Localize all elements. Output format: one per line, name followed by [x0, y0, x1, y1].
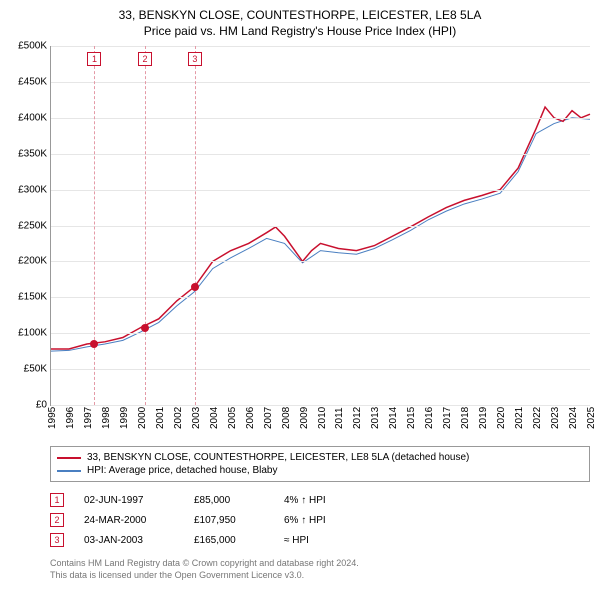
- x-axis-label: 2017: [442, 407, 453, 429]
- x-axis-label: 2013: [370, 407, 381, 429]
- x-axis-label: 2022: [532, 407, 543, 429]
- sale-price: £85,000: [194, 495, 264, 506]
- sale-marker-box: 2: [138, 52, 152, 66]
- series-line: [51, 107, 590, 349]
- y-axis-label: £150K: [18, 292, 51, 303]
- x-axis-label: 2002: [173, 407, 184, 429]
- sale-row-marker: 1: [50, 493, 64, 507]
- sale-vline: [94, 46, 95, 405]
- y-axis-label: £400K: [18, 112, 51, 123]
- x-axis-label: 2024: [568, 407, 579, 429]
- chart-container: 33, BENSKYN CLOSE, COUNTESTHORPE, LEICES…: [0, 0, 600, 590]
- x-axis-label: 2012: [352, 407, 363, 429]
- x-axis-label: 2011: [334, 407, 345, 429]
- sale-price: £165,000: [194, 535, 264, 546]
- legend-label: HPI: Average price, detached house, Blab…: [87, 465, 278, 476]
- sale-vline: [195, 46, 196, 405]
- x-axis-label: 1996: [65, 407, 76, 429]
- x-axis-label: 2016: [424, 407, 435, 429]
- footnote: Contains HM Land Registry data © Crown c…: [50, 558, 590, 581]
- sale-diff: 6% ↑ HPI: [284, 515, 364, 526]
- sale-date: 02-JUN-1997: [84, 495, 174, 506]
- y-axis-label: £50K: [24, 364, 51, 375]
- x-axis-label: 2007: [263, 407, 274, 429]
- x-axis-label: 2005: [227, 407, 238, 429]
- x-axis-label: 2015: [406, 407, 417, 429]
- y-axis-label: £250K: [18, 220, 51, 231]
- gridline: [51, 226, 590, 227]
- footnote-line1: Contains HM Land Registry data © Crown c…: [50, 558, 590, 570]
- gridline: [51, 154, 590, 155]
- sales-table: 1 02-JUN-1997 £85,000 4% ↑ HPI 2 24-MAR-2000 £…: [50, 490, 590, 550]
- x-axis-label: 2023: [550, 407, 561, 429]
- gridline: [51, 46, 590, 47]
- y-axis-label: £200K: [18, 256, 51, 267]
- x-axis-label: 2006: [245, 407, 256, 429]
- sale-row: 1 02-JUN-1997 £85,000 4% ↑ HPI: [50, 490, 590, 510]
- gridline: [51, 369, 590, 370]
- y-axis-label: £100K: [18, 328, 51, 339]
- sale-date: 03-JAN-2003: [84, 535, 174, 546]
- footnote-line2: This data is licensed under the Open Gov…: [50, 570, 590, 582]
- x-axis-label: 1995: [47, 407, 58, 429]
- sale-diff: ≈ HPI: [284, 535, 364, 546]
- sale-row-marker: 2: [50, 513, 64, 527]
- sale-row-marker: 3: [50, 533, 64, 547]
- y-axis-label: £300K: [18, 184, 51, 195]
- sale-marker-box: 3: [188, 52, 202, 66]
- sale-dot: [90, 340, 98, 348]
- x-axis-label: 2021: [514, 407, 525, 429]
- sale-dot: [141, 324, 149, 332]
- x-axis-label: 2004: [209, 407, 220, 429]
- sale-vline: [145, 46, 146, 405]
- title-block: 33, BENSKYN CLOSE, COUNTESTHORPE, LEICES…: [0, 0, 600, 42]
- x-axis-label: 2019: [478, 407, 489, 429]
- x-axis-label: 2018: [460, 407, 471, 429]
- x-axis-label: 2001: [155, 407, 166, 429]
- legend-row: 33, BENSKYN CLOSE, COUNTESTHORPE, LEICES…: [57, 451, 583, 464]
- sale-diff: 4% ↑ HPI: [284, 495, 364, 506]
- sale-dot: [191, 283, 199, 291]
- legend-swatch: [57, 457, 81, 459]
- x-axis-label: 2009: [299, 407, 310, 429]
- sale-marker-box: 1: [87, 52, 101, 66]
- gridline: [51, 261, 590, 262]
- y-axis-label: £450K: [18, 76, 51, 87]
- gridline: [51, 82, 590, 83]
- x-axis-label: 1999: [119, 407, 130, 429]
- x-axis-label: 2020: [496, 407, 507, 429]
- sale-row: 3 03-JAN-2003 £165,000 ≈ HPI: [50, 530, 590, 550]
- title-address: 33, BENSKYN CLOSE, COUNTESTHORPE, LEICES…: [10, 8, 590, 22]
- gridline: [51, 297, 590, 298]
- legend-swatch: [57, 470, 81, 472]
- y-axis-label: £500K: [18, 41, 51, 52]
- gridline: [51, 333, 590, 334]
- x-axis-label: 2008: [281, 407, 292, 429]
- x-axis-label: 2010: [317, 407, 328, 429]
- x-axis-label: 1997: [83, 407, 94, 429]
- title-subtitle: Price paid vs. HM Land Registry's House …: [10, 24, 590, 38]
- sale-date: 24-MAR-2000: [84, 515, 174, 526]
- x-axis-label: 2014: [388, 407, 399, 429]
- y-axis-label: £350K: [18, 148, 51, 159]
- sale-price: £107,950: [194, 515, 264, 526]
- sale-row: 2 24-MAR-2000 £107,950 6% ↑ HPI: [50, 510, 590, 530]
- legend-label: 33, BENSKYN CLOSE, COUNTESTHORPE, LEICES…: [87, 452, 469, 463]
- x-axis-label: 1998: [101, 407, 112, 429]
- gridline: [51, 190, 590, 191]
- legend-row: HPI: Average price, detached house, Blab…: [57, 464, 583, 477]
- x-axis-label: 2025: [586, 407, 597, 429]
- legend-box: 33, BENSKYN CLOSE, COUNTESTHORPE, LEICES…: [50, 446, 590, 482]
- x-axis-label: 2000: [137, 407, 148, 429]
- gridline: [51, 118, 590, 119]
- chart-plot-area: £0£50K£100K£150K£200K£250K£300K£350K£400…: [50, 46, 590, 406]
- x-axis-label: 2003: [191, 407, 202, 429]
